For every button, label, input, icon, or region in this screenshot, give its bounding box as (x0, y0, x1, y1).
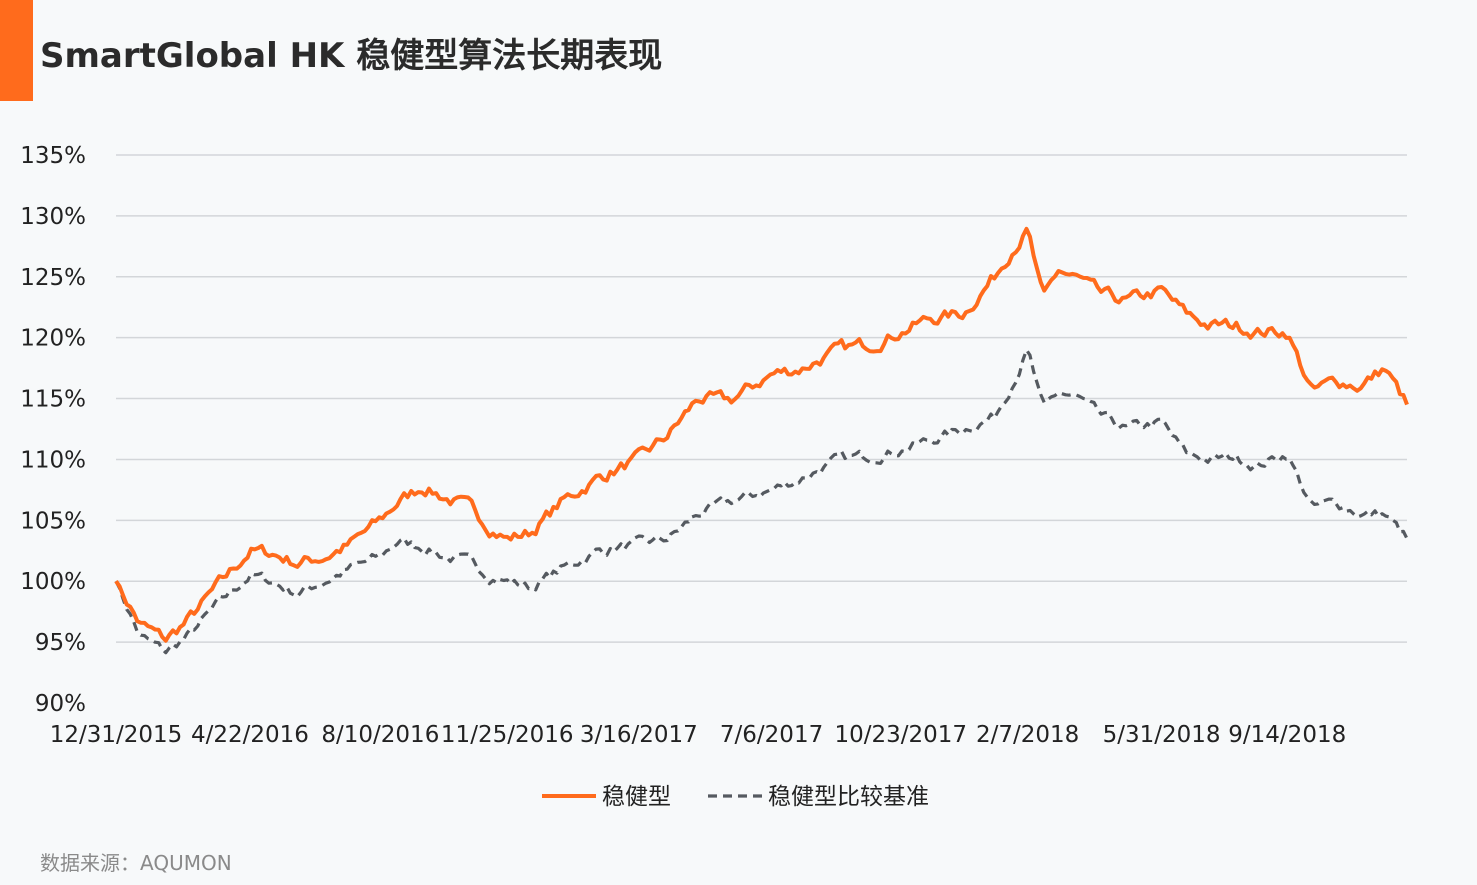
x-tick-label: 10/23/2017 (835, 722, 968, 748)
x-tick-label: 5/31/2018 (1103, 722, 1221, 748)
series-line-benchmark (114, 348, 1409, 655)
y-tick-label: 95% (35, 630, 86, 656)
x-tick-label: 4/22/2016 (191, 722, 309, 748)
chart-title: SmartGlobal HK 稳健型算法长期表现 (40, 36, 663, 76)
y-tick-label: 90% (35, 691, 86, 717)
y-tick-label: 105% (20, 508, 86, 534)
x-tick-label: 9/14/2018 (1228, 722, 1346, 748)
x-tick-label: 12/31/2015 (50, 722, 183, 748)
y-tick-label: 115% (20, 387, 86, 413)
x-tick-label: 8/10/2016 (321, 722, 439, 748)
y-tick-label: 110% (20, 447, 86, 473)
series-line-primary (114, 226, 1409, 643)
y-tick-label: 130% (20, 204, 86, 230)
series-lines (114, 226, 1409, 655)
x-axis-ticks: 12/31/2015 4/22/2016 8/10/2016 11/25/2016 3/… (50, 722, 1347, 748)
title-accent-bar (0, 0, 33, 101)
y-tick-label: 125% (20, 265, 86, 291)
x-tick-label: 11/25/2016 (441, 722, 574, 748)
data-source-note: 数据来源：AQUMON (40, 851, 232, 875)
y-tick-label: 135% (20, 143, 86, 169)
x-tick-label: 7/6/2017 (720, 722, 823, 748)
y-tick-label: 120% (20, 326, 86, 352)
y-axis-ticks: 90% 95% 100% 105% 110% 115% 120% 125% 130% 135% (20, 143, 86, 717)
legend-label: 稳健型比较基准 (768, 784, 929, 810)
legend: 稳健型 稳健型比较基准 (542, 784, 929, 810)
x-tick-label: 2/7/2018 (976, 722, 1079, 748)
legend-label: 稳健型 (602, 784, 671, 810)
grid-lines (116, 154, 1407, 643)
x-tick-label: 3/16/2017 (580, 722, 698, 748)
y-tick-label: 100% (20, 569, 86, 595)
